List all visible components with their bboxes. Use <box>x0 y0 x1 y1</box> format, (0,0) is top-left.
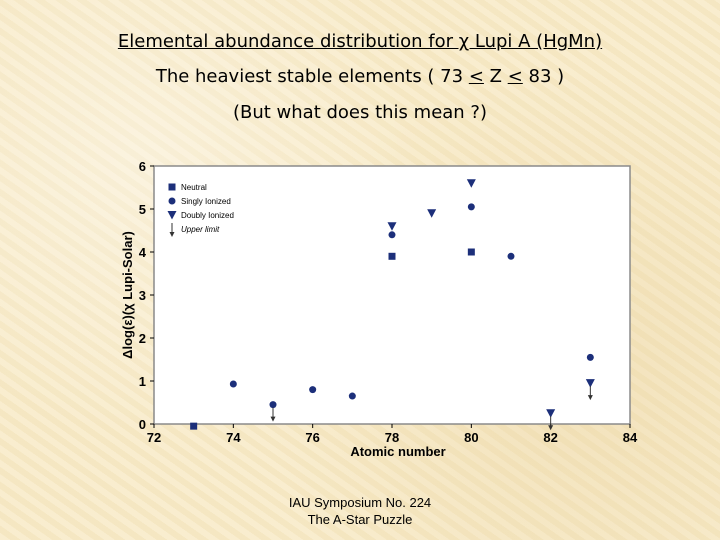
y-tick-label: 1 <box>139 374 146 389</box>
x-tick-label: 76 <box>305 430 319 445</box>
subtitle-part-a: The heaviest stable elements ( 73 <box>155 66 469 87</box>
upper-limit-arrowhead <box>270 416 276 422</box>
footer-subtitle: The A-Star Puzzle <box>307 512 413 527</box>
triangle-point <box>585 379 595 388</box>
square-point <box>388 252 396 260</box>
triangle-point <box>546 409 556 418</box>
y-tick-label: 5 <box>139 202 146 217</box>
circle-point <box>507 252 515 260</box>
legend-marker <box>168 197 176 205</box>
slide-title-text: Elemental abundance distribution for χ L… <box>117 31 603 52</box>
circle-point <box>586 353 594 361</box>
upper-limit-arrowhead <box>548 425 554 431</box>
x-axis-ticks: 72 74 76 78 80 82 84 <box>147 424 638 445</box>
triangle-point <box>387 222 397 231</box>
x-axis-label: Atomic number <box>350 444 445 459</box>
triangle-point <box>466 179 476 188</box>
footer: IAU Symposium No. 224 The A-Star Puzzle <box>260 494 460 528</box>
slide-subtitle: The heaviest stable elements ( 73 < Z < … <box>0 66 720 87</box>
subtitle-part-c: 83 ) <box>522 66 565 87</box>
x-tick-label: 74 <box>226 430 241 445</box>
y-tick-label: 0 <box>139 417 146 432</box>
subtitle-part-b: Z <box>483 66 508 87</box>
subtitle-le-1: < <box>468 66 484 87</box>
legend-label: Upper limit <box>181 225 220 234</box>
circle-point <box>467 203 475 211</box>
x-tick-label: 84 <box>623 430 638 445</box>
x-tick-label: 72 <box>147 430 161 445</box>
square-point <box>467 248 475 256</box>
x-tick-label: 80 <box>464 430 478 445</box>
y-tick-label: 6 <box>139 159 146 174</box>
triangle-point <box>427 209 437 218</box>
upper-limit-arrowhead <box>587 395 593 401</box>
circle-point <box>348 392 356 400</box>
y-tick-label: 4 <box>139 245 147 260</box>
legend-label: Singly Ionized <box>181 197 231 206</box>
abundance-chart: 72 74 76 78 80 82 84 0 1 2 3 4 5 6 Neutral Singly Ion… <box>120 159 638 459</box>
circle-point <box>309 386 317 394</box>
slide-title: Elemental abundance distribution for χ L… <box>0 31 720 52</box>
legend-label: Neutral <box>181 183 207 192</box>
footer-symposium: IAU Symposium No. 224 <box>288 495 432 510</box>
x-tick-label: 82 <box>543 430 557 445</box>
square-point <box>190 422 198 430</box>
y-tick-label: 2 <box>139 331 146 346</box>
chart-legend: Neutral Singly Ionized Doubly Ionized Upper… <box>167 183 234 237</box>
y-axis-ticks: 0 1 2 3 4 5 6 <box>139 159 154 432</box>
legend-marker <box>167 211 177 220</box>
circle-point <box>269 401 277 409</box>
slide-question: (But what does this mean ?) <box>232 102 488 123</box>
data-points <box>190 179 595 431</box>
y-axis-label: Δlog(ε)(χ Lupi-Solar) <box>120 231 135 359</box>
x-tick-label: 78 <box>385 430 399 445</box>
upper-limit-arrowhead <box>169 232 175 237</box>
circle-point <box>229 380 237 388</box>
legend-marker <box>168 183 176 191</box>
subtitle-le-2: < <box>507 66 523 87</box>
y-tick-label: 3 <box>139 288 146 303</box>
legend-label: Doubly Ionized <box>181 211 234 220</box>
circle-point <box>388 231 396 239</box>
